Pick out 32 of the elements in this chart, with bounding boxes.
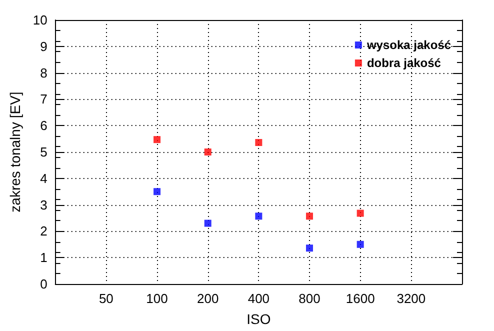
y-tick-label: 0 [40, 276, 48, 292]
y-tick-label: 5 [40, 144, 48, 160]
point [154, 136, 161, 144]
x-tick-label: 200 [197, 291, 219, 306]
point [306, 212, 314, 220]
point [356, 210, 364, 217]
y-tick-label: 8 [40, 65, 48, 80]
x-tick-label: 800 [298, 291, 320, 306]
point [306, 244, 314, 252]
point [204, 220, 212, 227]
y-tick-label: 10 [32, 12, 48, 28]
y-tick-label: 2 [40, 224, 48, 239]
y-axis-title: zakres tonalny [EV] [7, 92, 23, 212]
point [255, 138, 262, 146]
x-tick-label: 400 [248, 291, 270, 306]
x-tick-label: 1600 [346, 291, 375, 306]
x-tick-label: 100 [146, 291, 168, 306]
x-tick-label: 3200 [396, 291, 426, 306]
y-tick-label: 9 [40, 38, 48, 54]
point [255, 212, 262, 220]
x-tick-label: 50 [98, 291, 114, 306]
y-tick-label: 1 [40, 250, 48, 266]
y-tick-label: 3 [40, 197, 48, 212]
y-tick-label: 6 [40, 118, 48, 134]
point [154, 188, 161, 196]
legend-label: dobra jakość [366, 56, 442, 70]
point [204, 148, 212, 156]
x-axis-title: ISO [246, 311, 271, 327]
y-tick-label: 4 [40, 170, 48, 186]
y-tick-label: 7 [40, 92, 48, 107]
legend-label: wysoka jakość [366, 38, 452, 52]
point [356, 240, 364, 248]
